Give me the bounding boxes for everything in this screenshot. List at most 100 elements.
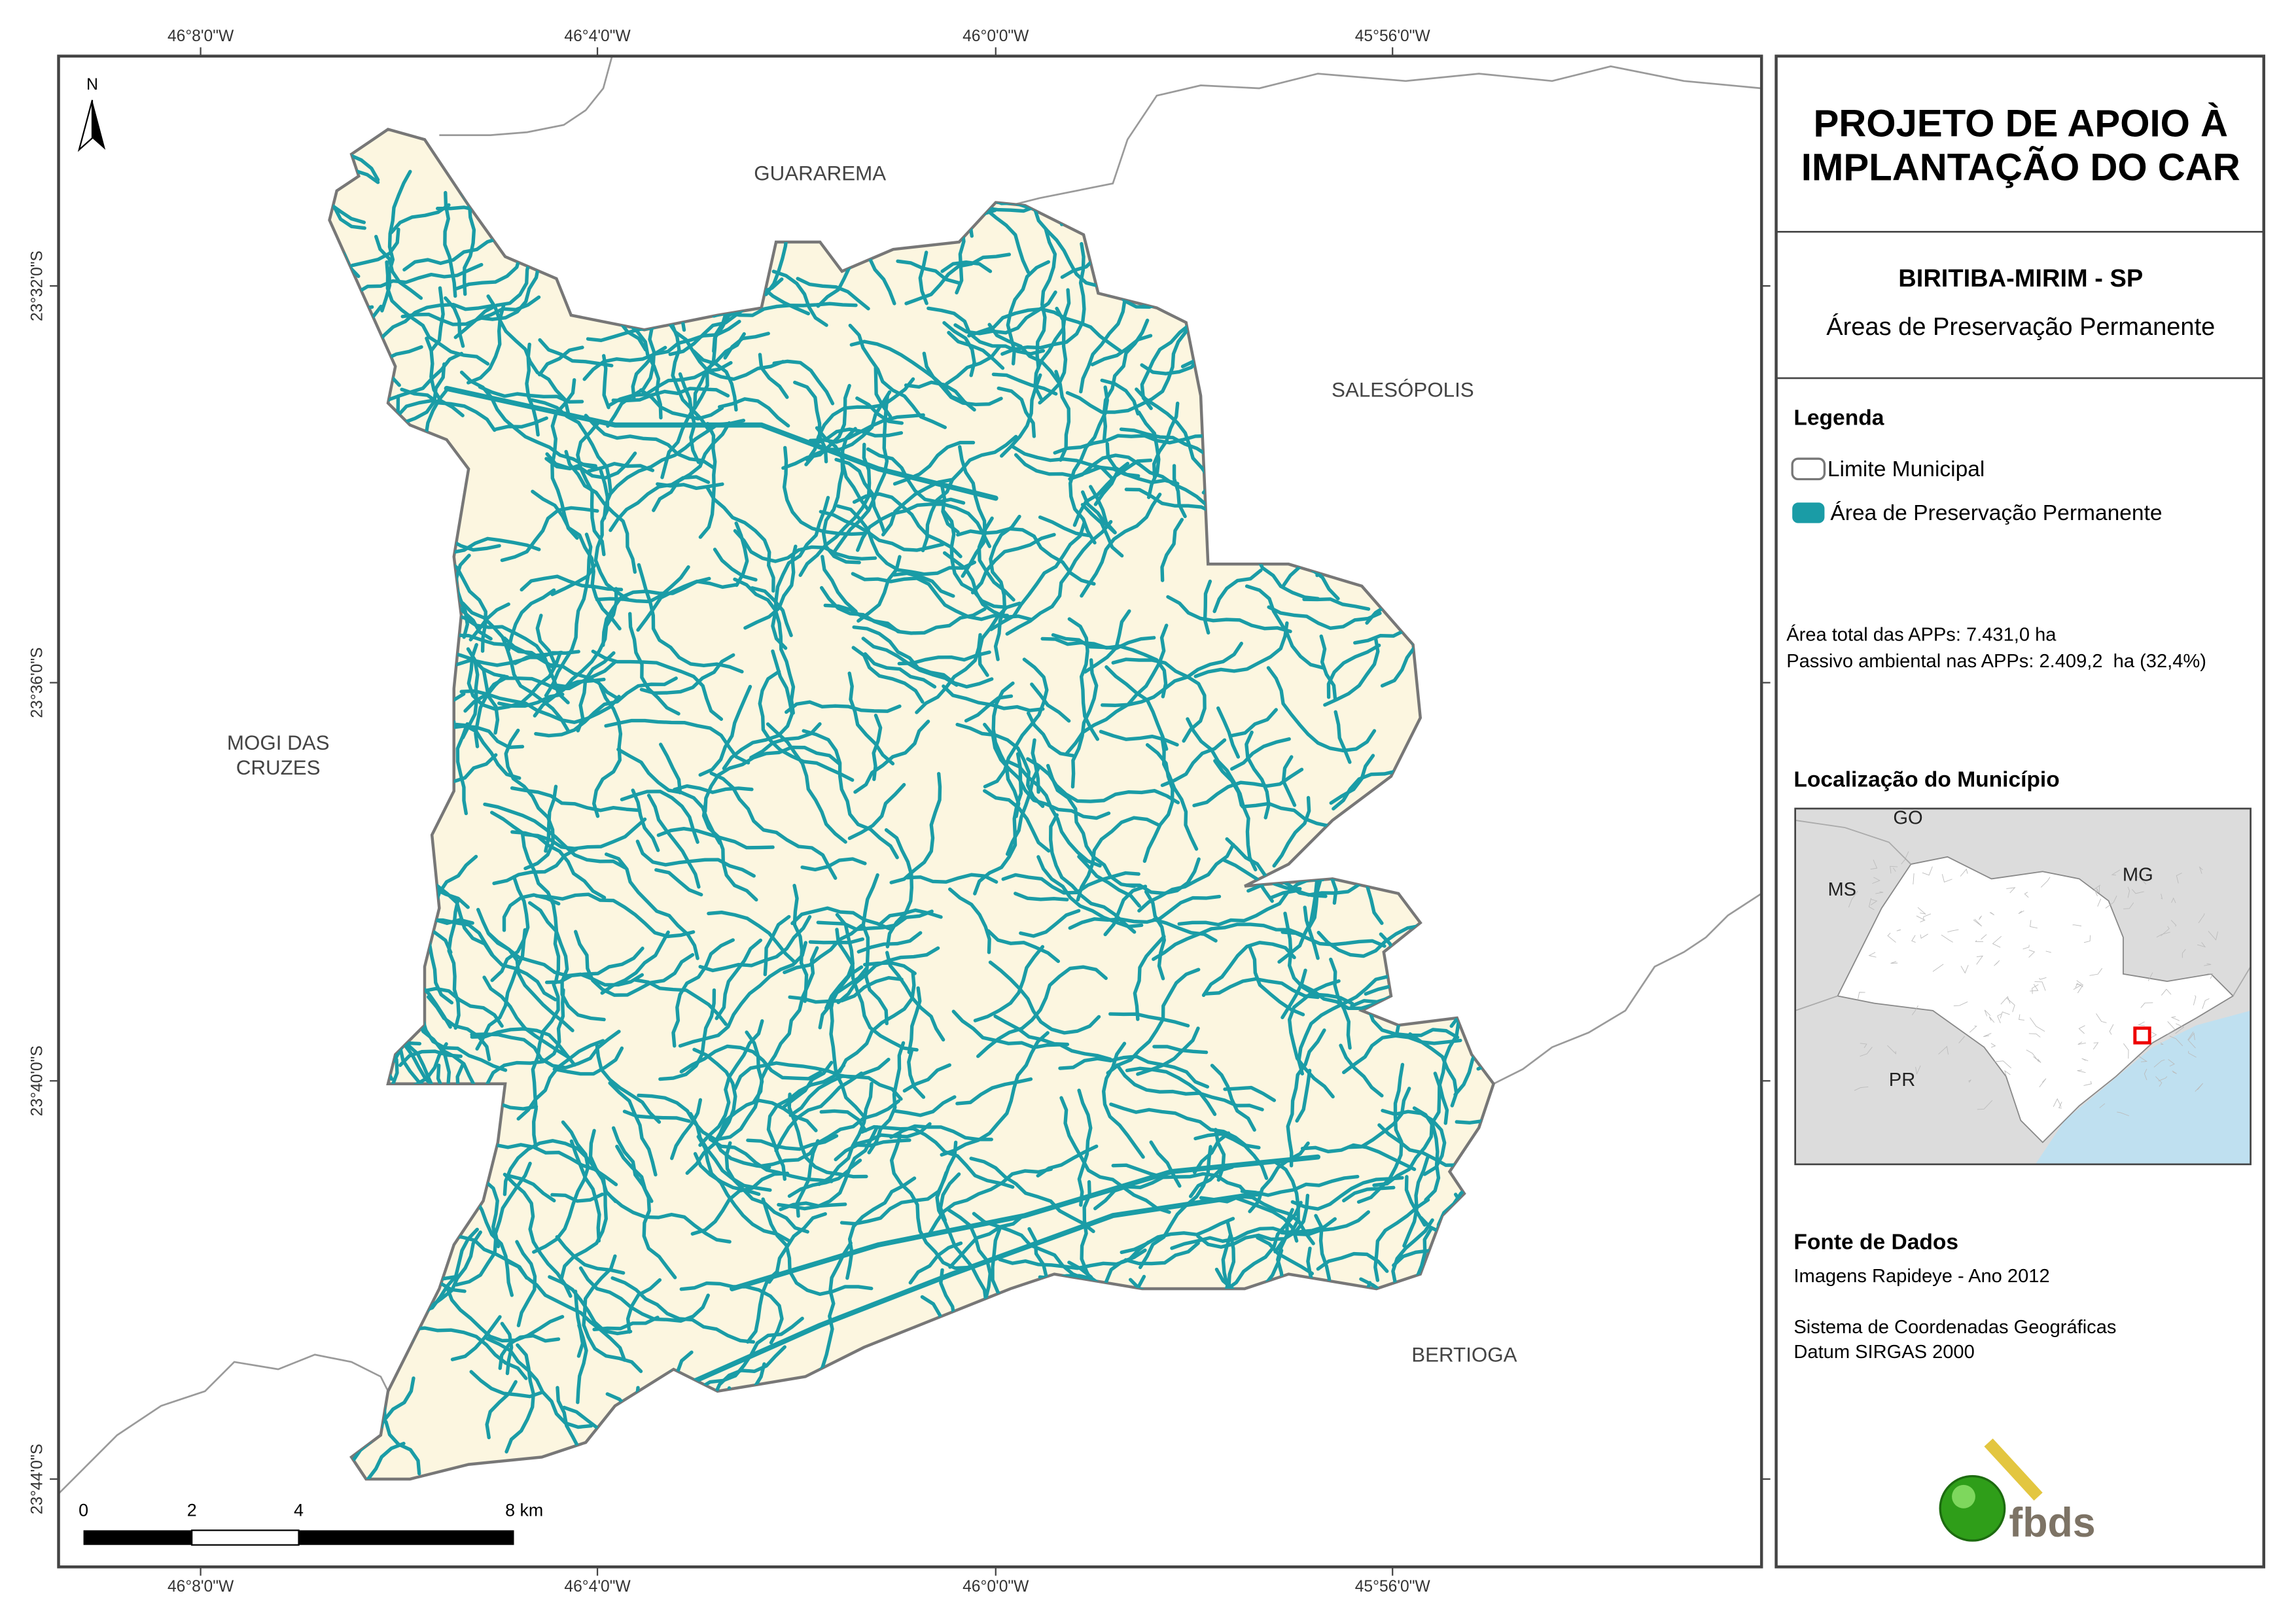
app-stream: [705, 485, 775, 593]
app-stream: [447, 897, 461, 1030]
mesh-line: [2181, 949, 2186, 958]
app-stream: [1177, 877, 1325, 927]
app-stream: [646, 794, 701, 889]
app-stream: [989, 521, 1086, 631]
app-stream: [1152, 1045, 1209, 1055]
mesh-line: [2034, 981, 2046, 991]
app-stream: [1295, 1068, 1312, 1123]
app-stream: [569, 1139, 601, 1243]
mesh-line: [2028, 949, 2036, 958]
state-label: GO: [1893, 807, 1922, 828]
mesh-line: [2089, 968, 2103, 976]
app-stream: [785, 700, 902, 714]
mesh-line: [2076, 980, 2083, 994]
app-stream: [997, 386, 1036, 438]
app-stream: [601, 576, 711, 647]
mesh-line: [2149, 1032, 2157, 1039]
app-stream: [1323, 637, 1380, 707]
sources-title: Fonte de Dados: [1793, 1230, 1958, 1255]
app-stream: [576, 651, 616, 733]
app-stream: [1005, 759, 1102, 868]
app-stream: [504, 1343, 535, 1454]
app-stream: [902, 1063, 951, 1093]
app-stream: [840, 427, 870, 512]
app-stream: [978, 605, 1009, 677]
app-stream: [1079, 284, 1127, 394]
mesh-line: [2204, 963, 2212, 966]
legend-swatch: [1792, 502, 1825, 523]
app-stream: [679, 1044, 822, 1081]
app-stream: [502, 893, 561, 932]
mesh-line: [2166, 1021, 2176, 1035]
app-stream: [712, 302, 858, 318]
app-stream: [967, 307, 1123, 354]
app-stream: [907, 986, 922, 1055]
app-stream: [374, 234, 423, 300]
longitude-label: 46°4'0"W: [564, 1578, 631, 1596]
app-stream: [835, 928, 919, 1052]
app-stream: [576, 1323, 588, 1405]
mesh-line: [2188, 1032, 2195, 1041]
state-label: PR: [1889, 1070, 1915, 1091]
app-stream: [1404, 1175, 1426, 1227]
app-stream: [915, 633, 982, 714]
app-stream: [709, 771, 838, 881]
app-stream: [713, 548, 758, 582]
mesh-line: [2199, 866, 2203, 874]
mesh-line: [1983, 1033, 1992, 1038]
app-stream: [722, 649, 794, 771]
app-stream: [1065, 329, 1188, 414]
mesh-line: [1960, 868, 1968, 877]
app-stream: [766, 1063, 846, 1181]
inset-map: [1795, 809, 2251, 1164]
mesh-line: [1979, 915, 1983, 920]
app-stream: [1001, 871, 1140, 895]
app-stream: [1160, 738, 1227, 788]
mesh-line: [2058, 1102, 2062, 1109]
app-stream: [690, 1172, 790, 1236]
app-stream: [708, 1137, 834, 1183]
app-stream: [654, 868, 703, 897]
app-stream: [1213, 759, 1243, 807]
app-stream: [1077, 1089, 1093, 1207]
app-stream: [1058, 1055, 1210, 1089]
arrow-half: [92, 99, 106, 150]
app-stream: [1019, 909, 1081, 938]
app-stream: [991, 1226, 1008, 1304]
app-stream: [860, 1125, 1015, 1189]
app-stream: [1068, 894, 1222, 930]
app-stream: [1319, 634, 1337, 701]
app-stream: [771, 270, 828, 327]
mesh-line: [1989, 912, 1995, 916]
mesh-line: [2019, 1014, 2024, 1021]
mesh-line: [1923, 913, 1932, 920]
mesh-line: [2083, 935, 2091, 943]
mesh-line: [2193, 995, 2197, 1005]
mesh-line: [2030, 1017, 2045, 1032]
app-stream: [1267, 605, 1382, 631]
legend-swatch: [1791, 457, 1826, 481]
mesh-line: [2140, 1002, 2153, 1008]
mesh-line: [1969, 1025, 1977, 1033]
app-stream: [478, 385, 584, 404]
app-stream: [989, 514, 1021, 661]
app-stream: [466, 303, 506, 385]
app-stream: [734, 521, 749, 587]
scale-labels: 0 2 4 8 km: [79, 1500, 543, 1520]
app-stream: [991, 681, 1021, 818]
mesh-line: [1988, 1016, 1995, 1023]
app-stream: [853, 720, 930, 794]
app-stream: [673, 784, 754, 794]
app-stream: [986, 929, 1061, 964]
mesh-line: [1960, 965, 1969, 974]
app-stream: [851, 572, 1010, 621]
mesh-line: [1868, 952, 1877, 958]
app-stream: [531, 983, 560, 1150]
mesh-line: [2077, 1041, 2086, 1045]
app-stream: [1342, 1185, 1396, 1203]
app-stream: [460, 191, 476, 296]
app-stream: [927, 306, 1046, 356]
app-stream: [1076, 816, 1161, 902]
mesh-line: [2170, 920, 2177, 927]
app-stream: [998, 1240, 1150, 1270]
